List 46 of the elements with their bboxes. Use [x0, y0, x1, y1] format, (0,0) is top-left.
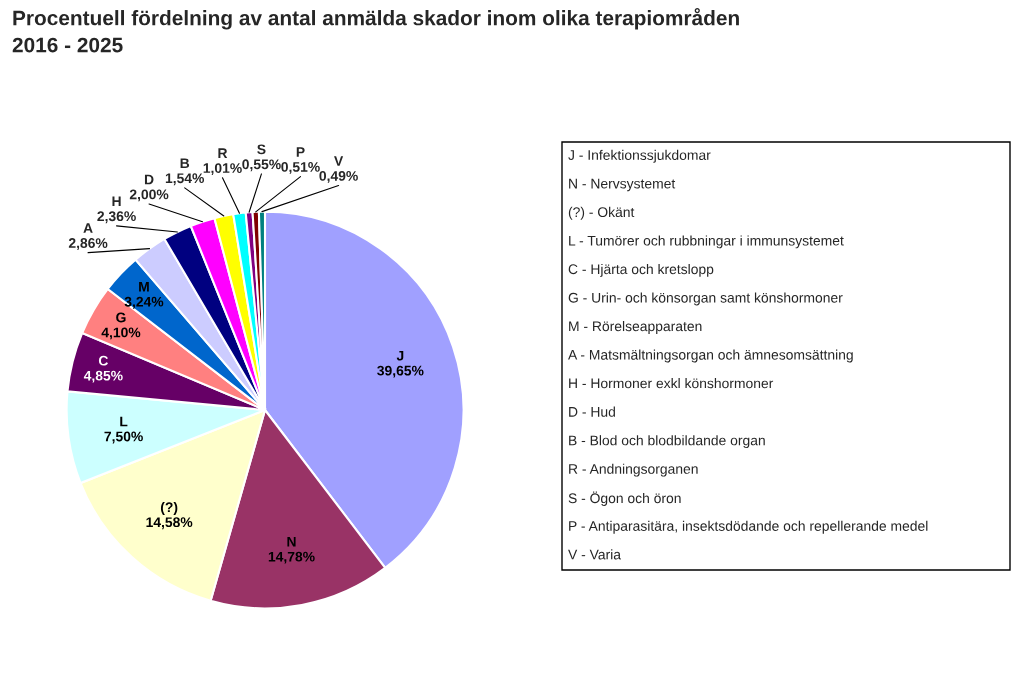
data-label: 0,55% — [242, 159, 281, 172]
slice-label: G — [116, 312, 126, 323]
text: (?) - Okänt — [568, 206, 635, 220]
slice-label: P — [296, 147, 305, 157]
text: N - Nervsystemet — [569, 178, 676, 192]
text: R - Andningsorganen — [569, 463, 698, 477]
text: C - Hjärta och kretslopp — [568, 263, 714, 277]
data-label: 0,51% — [281, 162, 320, 174]
slice-label: J — [396, 350, 404, 361]
text: D - Hud — [569, 406, 615, 417]
chart-title: Procentuell fördelning av antal anmälda skador inom olika terapiområden 2016 - 2025 — [12, 8, 739, 53]
text: M - Rörelseapparaten — [569, 320, 702, 334]
data-label: 4,10% — [101, 327, 141, 340]
text: V - Varia — [568, 549, 621, 560]
text: G - Urin- och könsorgan samt könshormoner — [568, 292, 843, 306]
data-label: 39,65% — [377, 365, 424, 378]
data-label: 3,24% — [124, 296, 164, 309]
slice-label: B — [180, 158, 190, 169]
slice-label: S — [257, 144, 266, 155]
text: H - Hormoner exkl könshormoner — [569, 378, 774, 389]
slice-label: L — [120, 416, 128, 427]
slice-label: N — [287, 536, 296, 547]
text: S - Ögon och öron — [568, 491, 681, 506]
data-label: 4,85% — [83, 370, 123, 383]
slice-label: R — [218, 148, 228, 158]
slice-label: M — [139, 282, 149, 292]
data-label: 14,58% — [146, 517, 193, 530]
text: P - Antiparasitära, insektsdödande och repellerande medel — [569, 520, 928, 534]
slice-label: V — [334, 156, 344, 166]
data-label: 0,49% — [319, 170, 358, 183]
slice-label: (?) — [160, 501, 178, 515]
text: J - Infektionssjukdomar — [568, 149, 711, 163]
data-label: 1,01% — [203, 163, 242, 176]
data-label: 2,36% — [97, 211, 136, 224]
data-label: 7,50% — [104, 431, 143, 444]
data-label: 14,78% — [268, 551, 315, 564]
slice-label: D — [144, 174, 154, 185]
slice-label: C — [98, 355, 109, 366]
slice-label: H — [112, 196, 121, 207]
data-label: 2,00% — [129, 189, 169, 202]
text: A - Matsmältningsorgan och ämnesomsättning — [568, 349, 853, 363]
data-label: 1,54% — [165, 173, 205, 186]
data-label: 2,86% — [68, 238, 108, 250]
text: L - Tumörer och rubbningar i immunsystemet — [569, 235, 844, 249]
text: B - Blod och blodbildande organ — [569, 435, 765, 449]
slice-label: A — [83, 223, 93, 233]
